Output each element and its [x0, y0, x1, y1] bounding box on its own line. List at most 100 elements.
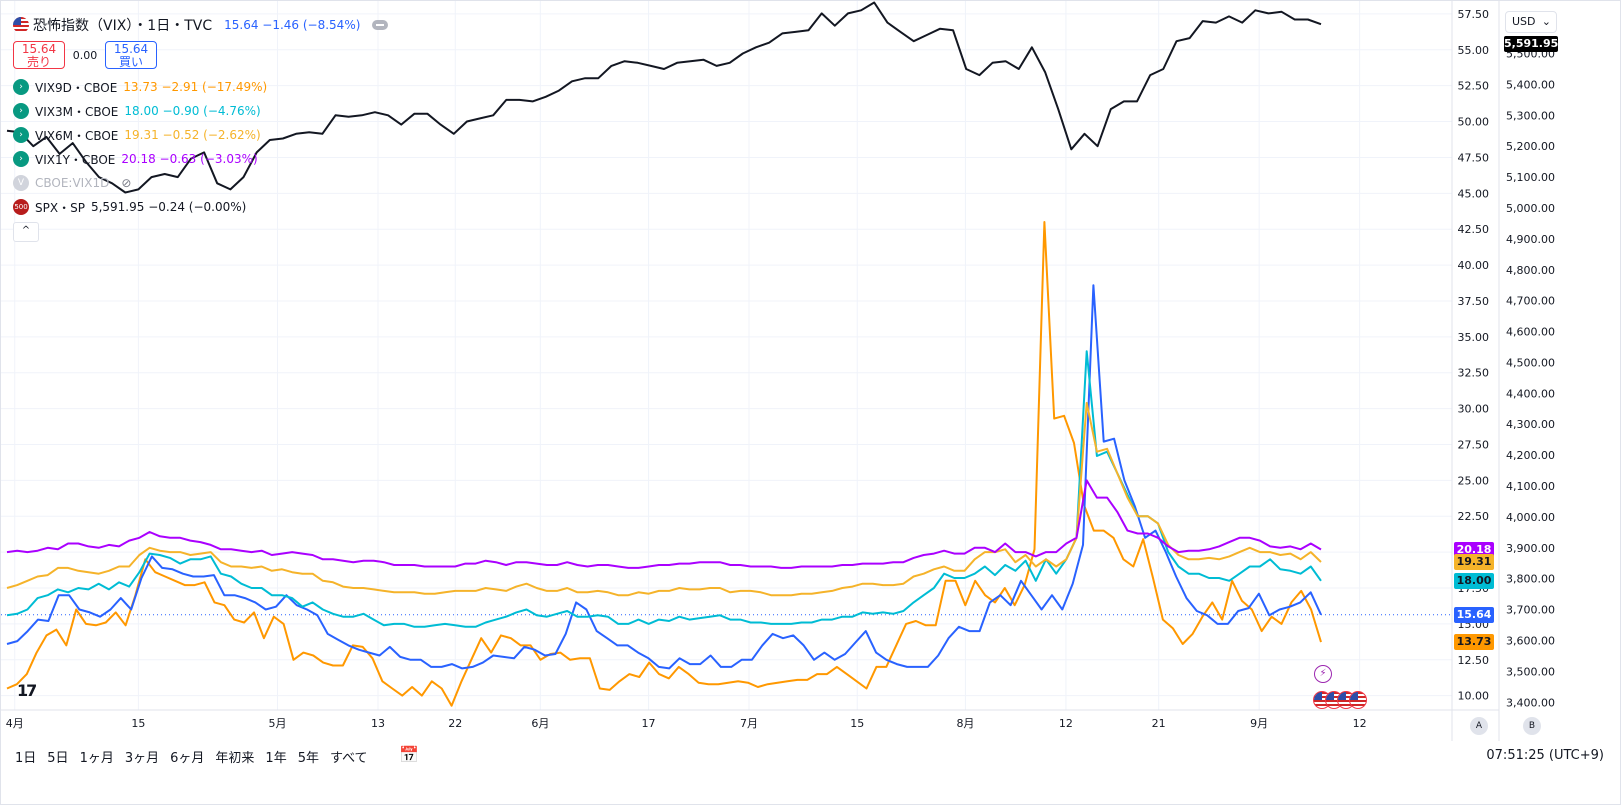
axis-auto-button[interactable]: A — [1470, 717, 1488, 735]
series-line-vix6m[interactable] — [6, 401, 1322, 597]
x-axis-tick: 12 — [1353, 717, 1367, 730]
axis-b-button[interactable]: B — [1523, 717, 1541, 735]
legend-symbol: CBOE:VIX1D — [35, 176, 110, 190]
left-axis-tick: 45.00 — [1458, 187, 1490, 200]
timeframe-button[interactable]: 1年 — [265, 751, 287, 766]
right-axis-tick: 3,500.00 — [1506, 665, 1555, 678]
right-axis-tick: 5,400.00 — [1506, 78, 1555, 91]
x-axis-tick: 17 — [642, 717, 656, 730]
timeframe-button[interactable]: 1ヶ月 — [79, 751, 114, 766]
left-axis-tick: 52.50 — [1458, 80, 1490, 93]
timeframe-button[interactable]: 年初来 — [215, 751, 255, 766]
legend-symbol: VIX3M・CBOE — [35, 104, 119, 119]
chart-plot[interactable]: 57.50 55.00 52.50 50.00 47.50 45.00 42.50 40.00… — [1, 1, 1621, 741]
timeframe-button[interactable]: 5年 — [297, 751, 319, 766]
legend-row[interactable]: › VIX9D・CBOE 13.73 −2.91 (−17.49%) — [13, 75, 388, 99]
legend-value: 18.00 −0.90 (−4.76%) — [124, 104, 261, 118]
right-axis-tick: 4,300.00 — [1506, 418, 1555, 431]
series-line-vix3m[interactable] — [6, 350, 1322, 628]
timeframe-button[interactable]: 6ヶ月 — [170, 751, 205, 766]
legend-row[interactable]: › VIX6M・CBOE 19.31 −0.52 (−2.62%) — [13, 123, 388, 147]
trade-box: 15.64 売り 0.00 15.64 買い — [13, 41, 388, 69]
legend-row[interactable]: › VIX3M・CBOE 18.00 −0.90 (−4.76%) — [13, 99, 388, 123]
hidden-eye-icon[interactable]: ⊘ — [121, 176, 132, 190]
legend-symbol: VIX6M・CBOE — [35, 128, 119, 143]
calendar-icon[interactable]: 📅 — [399, 745, 419, 764]
left-axis-tick: 25.00 — [1458, 474, 1490, 487]
timeframe-button[interactable]: すべて — [329, 751, 368, 766]
right-axis-tick: 4,200.00 — [1506, 449, 1555, 462]
collapse-legend-button[interactable]: ^ — [13, 222, 39, 242]
series-line-vix[interactable] — [6, 284, 1322, 670]
right-axis-tick: 3,800.00 — [1506, 573, 1555, 586]
x-axis-tick: 21 — [1152, 717, 1166, 730]
legend-value: 19.31 −0.52 (−2.62%) — [124, 128, 261, 142]
spx-price-tag: 5,591.95 — [1504, 36, 1559, 52]
tradingview-logo[interactable]: 17 — [17, 681, 37, 700]
lightning-icon[interactable]: ⚡ — [1314, 665, 1332, 683]
x-axis-tick: 15 — [850, 717, 864, 730]
right-axis-tick: 5,100.00 — [1506, 171, 1555, 184]
x-axis-tick: 12 — [1059, 717, 1073, 730]
right-axis-tick: 4,100.00 — [1506, 480, 1555, 493]
x-axis-tick: 7月 — [740, 717, 758, 730]
x-axis-tick: 6月 — [531, 717, 549, 730]
left-axis-tick: 30.00 — [1458, 403, 1490, 416]
us-flag-icon — [1349, 691, 1367, 709]
legend-row[interactable]: › VIX1Y・CBOE 20.18 −0.63 (−3.03%) — [13, 147, 388, 171]
series-line-vix9d[interactable] — [6, 221, 1322, 707]
event-flags[interactable] — [1313, 691, 1367, 709]
v-badge-icon: V — [13, 175, 29, 191]
currency-select[interactable]: USD ⌄ — [1505, 11, 1557, 33]
right-axis-tick: 3,400.00 — [1506, 696, 1555, 709]
legend-row[interactable]: V CBOE:VIX1D ⊘ — [13, 171, 388, 195]
right-axis-tick: 5,300.00 — [1506, 109, 1555, 122]
legend-symbol: SPX・SP — [35, 200, 85, 215]
timeframe-bar: 1日 5日 1ヶ月 3ヶ月 6ヶ月 年初来 1年 5年 すべて — [15, 747, 368, 766]
arrow-icon: › — [13, 151, 29, 167]
arrow-icon: › — [13, 127, 29, 143]
price-tag: 20.18 — [1454, 541, 1494, 558]
timeframe-button[interactable]: 1日 — [15, 751, 37, 766]
timeframe-button[interactable]: 5日 — [47, 751, 69, 766]
left-axis-tick: 10.00 — [1458, 690, 1490, 703]
collapse-pill-icon[interactable] — [372, 20, 389, 30]
x-axis-tick: 13 — [371, 717, 385, 730]
x-axis-tick: 9月 — [1250, 717, 1268, 730]
right-axis-tick: 5,000.00 — [1506, 202, 1555, 215]
right-axis-tick: 3,600.00 — [1506, 634, 1555, 647]
spread-value: 0.00 — [72, 48, 98, 62]
arrow-icon: › — [13, 103, 29, 119]
right-axis-tick: 4,500.00 — [1506, 356, 1555, 369]
right-axis-tick: 3,900.00 — [1506, 542, 1555, 555]
legend-symbol: VIX9D・CBOE — [35, 80, 118, 95]
right-axis-tick: 4,900.00 — [1506, 233, 1555, 246]
left-axis-tick: 22.50 — [1458, 510, 1490, 523]
x-axis-tick: 22 — [448, 717, 462, 730]
x-axis-tick: 15 — [131, 717, 145, 730]
legend-value: 5,591.95 −0.24 (−0.00%) — [90, 200, 247, 214]
buy-button[interactable]: 15.64 買い — [105, 41, 157, 69]
spx-badge-icon: 500 — [13, 199, 29, 215]
left-axis-tick: 40.00 — [1458, 259, 1490, 272]
price-tag: 18.00 — [1454, 572, 1494, 589]
legend-row[interactable]: 500 SPX・SP 5,591.95 −0.24 (−0.00%) — [13, 195, 388, 219]
series-line-spx[interactable] — [6, 1, 1322, 194]
legend-value: 13.73 −2.91 (−17.49%) — [123, 80, 268, 94]
timeframe-button[interactable]: 3ヶ月 — [124, 751, 160, 766]
left-axis-tick: 35.00 — [1458, 331, 1490, 344]
x-axis-tick: 4月 — [6, 717, 24, 730]
right-axis-tick: 4,700.00 — [1506, 295, 1555, 308]
right-axis-tick: 4,600.00 — [1506, 326, 1555, 339]
right-axis-tick: 5,200.00 — [1506, 140, 1555, 153]
us-flag-icon — [13, 17, 29, 33]
sell-button[interactable]: 15.64 売り — [13, 41, 65, 69]
chart-title[interactable]: 恐怖指数（VIX）・1日・TVC — [33, 18, 213, 34]
series-line-vix1y[interactable] — [6, 479, 1322, 569]
left-axis-tick: 55.00 — [1458, 44, 1490, 57]
main-quote: 15.64 −1.46 (−8.54%) — [224, 18, 361, 32]
price-tag: 15.64 — [1454, 606, 1494, 623]
left-axis-tick: 27.50 — [1458, 438, 1490, 451]
left-axis-tick: 12.50 — [1458, 654, 1490, 667]
